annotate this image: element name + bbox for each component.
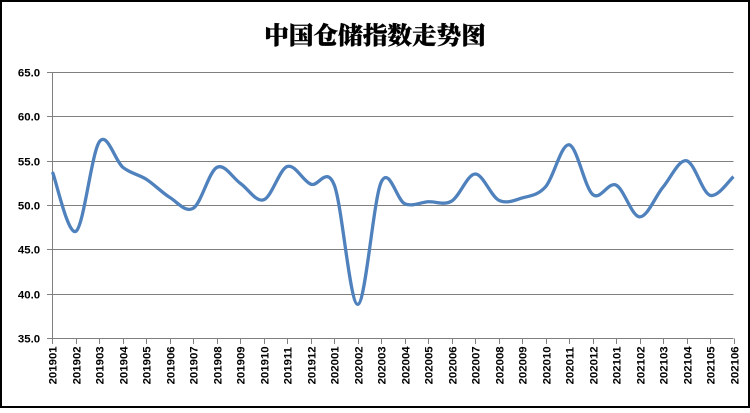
- svg-text:202003: 202003: [376, 346, 388, 384]
- svg-text:202102: 202102: [635, 346, 647, 384]
- svg-text:201909: 201909: [235, 346, 247, 384]
- svg-text:202010: 202010: [541, 346, 553, 384]
- svg-text:35.0: 35.0: [18, 333, 40, 345]
- svg-text:202106: 202106: [729, 346, 741, 384]
- svg-text:202001: 202001: [329, 346, 341, 385]
- svg-text:202103: 202103: [658, 346, 670, 384]
- svg-text:65.0: 65.0: [18, 67, 40, 79]
- svg-text:202105: 202105: [705, 346, 717, 385]
- svg-text:201907: 201907: [188, 346, 200, 384]
- svg-text:201905: 201905: [141, 346, 153, 385]
- svg-text:202004: 202004: [400, 346, 412, 385]
- svg-text:201912: 201912: [306, 346, 318, 384]
- svg-text:40.0: 40.0: [18, 289, 40, 301]
- svg-text:201902: 201902: [71, 346, 83, 384]
- svg-text:202012: 202012: [588, 346, 600, 384]
- svg-text:202006: 202006: [447, 346, 459, 384]
- svg-text:201904: 201904: [118, 346, 130, 385]
- svg-text:50.0: 50.0: [18, 200, 40, 212]
- svg-text:202002: 202002: [353, 346, 365, 384]
- svg-text:202011: 202011: [564, 346, 576, 384]
- svg-text:202104: 202104: [682, 346, 694, 385]
- svg-text:60.0: 60.0: [18, 111, 40, 123]
- svg-text:201903: 201903: [94, 346, 106, 384]
- svg-text:202008: 202008: [494, 346, 506, 384]
- svg-text:55.0: 55.0: [18, 156, 40, 168]
- svg-text:202009: 202009: [517, 346, 529, 384]
- svg-text:201910: 201910: [259, 346, 271, 384]
- svg-text:201901: 201901: [47, 346, 59, 385]
- svg-text:201906: 201906: [165, 346, 177, 384]
- svg-text:45.0: 45.0: [18, 244, 40, 256]
- svg-text:201908: 201908: [212, 346, 224, 384]
- svg-text:202101: 202101: [611, 346, 623, 385]
- svg-text:202007: 202007: [470, 346, 482, 384]
- svg-text:201911: 201911: [282, 346, 294, 384]
- svg-text:202005: 202005: [423, 346, 435, 385]
